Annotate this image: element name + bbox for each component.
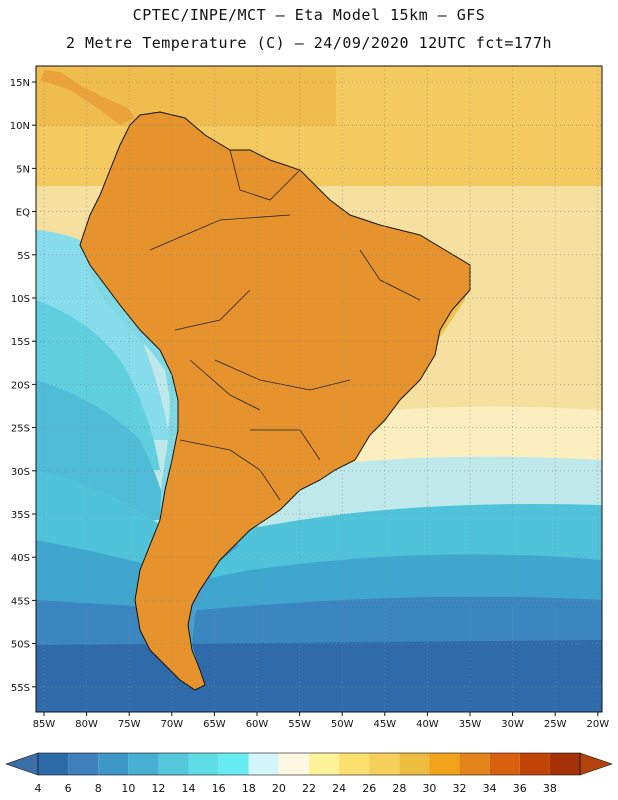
border-4 bbox=[250, 429, 321, 461]
colorbar-label: 12 bbox=[151, 782, 165, 795]
lon-tick-label: 55W bbox=[288, 719, 311, 730]
lon-tick-label: 30W bbox=[501, 719, 524, 730]
map-frame bbox=[35, 65, 603, 713]
colorbar-label: 30 bbox=[422, 782, 436, 795]
colorbar-label: 16 bbox=[212, 782, 226, 795]
colorbar-label: 8 bbox=[95, 782, 102, 795]
lon-tick-label: 65W bbox=[203, 719, 226, 730]
colorbar-label: 10 bbox=[121, 782, 135, 795]
continent-central-america bbox=[40, 70, 135, 125]
andes-cold-strip bbox=[88, 120, 183, 540]
lon-tick-label: 85W bbox=[33, 719, 56, 730]
colorbar-swatch bbox=[278, 753, 309, 775]
lat-tick-label: 15N bbox=[10, 78, 30, 89]
colorbar-low-arrow bbox=[5, 752, 39, 776]
chart-title-line1: CPTEC/INPE/MCT – Eta Model 15km – GFS bbox=[132, 6, 486, 24]
lat-tick-label: 55S bbox=[11, 683, 30, 694]
border-6 bbox=[359, 249, 421, 301]
longitude-axis: 85W 80W 75W 70W 65W 60W 55W 50W 45W 40W 35W 30W 25W 2… bbox=[33, 712, 609, 730]
lon-tick-label: 80W bbox=[75, 719, 98, 730]
colorbar-label: 26 bbox=[362, 782, 376, 795]
colorbar-swatch bbox=[429, 753, 460, 775]
cold-band bbox=[36, 640, 602, 712]
lat-tick-label: 10N bbox=[10, 121, 30, 132]
lat-tick-label: 5N bbox=[16, 164, 30, 175]
latitude-axis: 15N 10N 5N EQ 5S 10S 15S 20S 25S 30S 35S 40S 45S 50S 5… bbox=[10, 78, 36, 694]
colorbar-swatch bbox=[399, 753, 430, 775]
border-5 bbox=[229, 149, 301, 201]
lon-tick-label: 35W bbox=[459, 719, 482, 730]
colorbar-label: 4 bbox=[35, 782, 42, 795]
lat-tick-label: 10S bbox=[11, 294, 30, 305]
colorbar-label: 18 bbox=[242, 782, 256, 795]
chart-title-line2: 2 Metre Temperature (C) – 24/09/2020 12U… bbox=[65, 34, 553, 52]
lon-tick-label: 45W bbox=[373, 719, 396, 730]
colorbar-swatch bbox=[248, 753, 279, 775]
lon-tick-label: 50W bbox=[331, 719, 354, 730]
colorbar-swatch bbox=[519, 753, 550, 775]
lon-tick-label: 25W bbox=[544, 719, 567, 730]
border-8 bbox=[189, 359, 261, 411]
colorbar-swatch bbox=[369, 753, 400, 775]
colorbar-label: 36 bbox=[513, 782, 527, 795]
colorbar-swatch bbox=[218, 753, 249, 775]
colorbar-swatch bbox=[68, 753, 99, 775]
lat-tick-label: 5S bbox=[17, 251, 30, 262]
lat-tick-label: 35S bbox=[11, 510, 30, 521]
colorbar-swatch bbox=[309, 753, 340, 775]
border-7 bbox=[179, 439, 281, 501]
lat-tick-label: 50S bbox=[11, 640, 30, 651]
country-borders bbox=[149, 149, 421, 501]
colorbar-label: 38 bbox=[543, 782, 557, 795]
lat-tick-label: 30S bbox=[11, 467, 30, 478]
lat-tick-label: 25S bbox=[11, 424, 30, 435]
colorbar-swatch bbox=[188, 753, 219, 775]
colorbar-label: 34 bbox=[483, 782, 497, 795]
border-2 bbox=[174, 289, 251, 331]
colorbar-swatch bbox=[459, 753, 490, 775]
colorbar-swatch bbox=[339, 753, 370, 775]
colorbar-label: 6 bbox=[65, 782, 72, 795]
colorbar-swatch bbox=[158, 753, 189, 775]
lat-tick-label: 20S bbox=[11, 380, 30, 391]
colorbar-swatch bbox=[128, 753, 159, 775]
colorbar-label: 28 bbox=[392, 782, 406, 795]
colorbar-label: 24 bbox=[332, 782, 346, 795]
colorbar-swatch bbox=[38, 753, 69, 775]
colorbar: 4 6 8 10 12 14 16 18 20 22 24 26 28 30 32 34 36 38 bbox=[5, 752, 613, 795]
lon-tick-label: 20W bbox=[586, 719, 609, 730]
lon-tick-label: 40W bbox=[416, 719, 439, 730]
lat-tick-label: EQ bbox=[16, 208, 30, 219]
lon-tick-label: 60W bbox=[246, 719, 269, 730]
colorbar-label: 14 bbox=[182, 782, 196, 795]
colorbar-swatch bbox=[98, 753, 129, 775]
colorbar-swatch bbox=[489, 753, 520, 775]
lat-tick-label: 45S bbox=[11, 596, 30, 607]
colorbar-label: 20 bbox=[272, 782, 286, 795]
lon-tick-label: 75W bbox=[118, 719, 141, 730]
colorbar-label: 22 bbox=[302, 782, 316, 795]
colorbar-high-arrow bbox=[579, 752, 613, 776]
lon-tick-label: 70W bbox=[160, 719, 183, 730]
colorbar-label: 32 bbox=[453, 782, 467, 795]
lat-tick-label: 40S bbox=[11, 553, 30, 564]
colorbar-frame bbox=[37, 752, 581, 776]
lat-tick-label: 15S bbox=[11, 337, 30, 348]
colorbar-swatch bbox=[549, 753, 580, 775]
border-3 bbox=[214, 359, 351, 391]
border-1 bbox=[149, 214, 291, 251]
